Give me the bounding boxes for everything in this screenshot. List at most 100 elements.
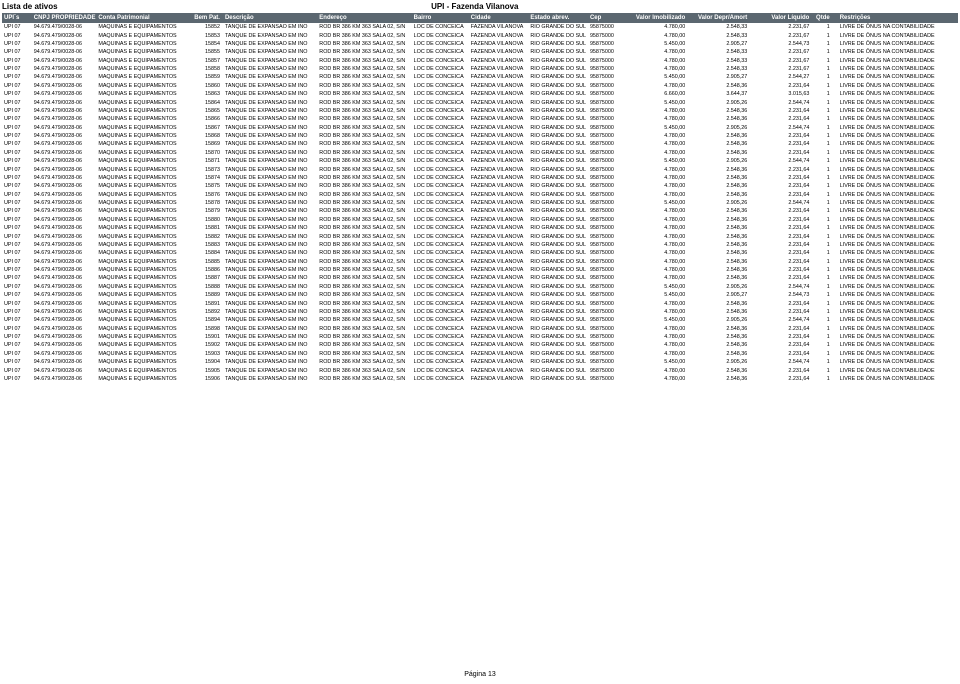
cell: 15860	[191, 82, 223, 90]
cell: LIVRE DE ÔNUS NA CONTABILIDADE	[834, 124, 958, 132]
cell: LIVRE DE ÔNUS NA CONTABILIDADE	[834, 274, 958, 282]
cell: RIO GRANDE DO SUL	[528, 266, 588, 274]
column-header: Descrição	[223, 13, 317, 23]
cell: 95875000	[588, 224, 625, 232]
cell: 95875000	[588, 358, 625, 366]
cell: 95875000	[588, 65, 625, 73]
cell: UPI 07	[2, 232, 32, 240]
cell: UPI 07	[2, 258, 32, 266]
cell: TANQUE DE EXPANSAO EM INO	[223, 358, 317, 366]
cell: MAQUINAS E EQUIPAMENTOS	[96, 325, 190, 333]
cell: 95875000	[588, 299, 625, 307]
cell: LOC DE CONCEICA	[412, 82, 469, 90]
cell: UPI 07	[2, 291, 32, 299]
cell: UPI 07	[2, 249, 32, 257]
cell: FAZENDA VILANOVA	[469, 266, 529, 274]
cell: 95875000	[588, 232, 625, 240]
cell: ROD BR 386 KM 363 SALA 02, S/N	[317, 199, 411, 207]
cell: ROD BR 386 KM 363 SALA 02, S/N	[317, 98, 411, 106]
cell: 15878	[191, 199, 223, 207]
cell: 94.679.479/0028-06	[32, 216, 97, 224]
cell: UPI 07	[2, 90, 32, 98]
cell: 2.231,64	[749, 266, 811, 274]
table-row: UPI 0794.679.479/0028-06MAQUINAS E EQUIP…	[2, 274, 958, 282]
cell: UPI 07	[2, 107, 32, 115]
cell: 15865	[191, 107, 223, 115]
cell: FAZENDA VILANOVA	[469, 232, 529, 240]
cell: TANQUE DE EXPANSAO EM INO	[223, 316, 317, 324]
cell: 94.679.479/0028-06	[32, 283, 97, 291]
cell: 2.231,64	[749, 341, 811, 349]
cell: RIO GRANDE DO SUL	[528, 216, 588, 224]
cell: 94.679.479/0028-06	[32, 73, 97, 81]
cell: 15875	[191, 182, 223, 190]
table-row: UPI 0794.679.479/0028-06MAQUINAS E EQUIP…	[2, 191, 958, 199]
cell: RIO GRANDE DO SUL	[528, 199, 588, 207]
cell: 1	[811, 316, 833, 324]
cell: 4.780,00	[625, 258, 687, 266]
cell: 2.231,64	[749, 325, 811, 333]
cell: 4.780,00	[625, 249, 687, 257]
cell: 4.780,00	[625, 174, 687, 182]
cell: LIVRE DE ÔNUS NA CONTABILIDADE	[834, 316, 958, 324]
cell: 15864	[191, 98, 223, 106]
cell: UPI 07	[2, 316, 32, 324]
cell: LOC DE CONCEICA	[412, 308, 469, 316]
cell: 95875000	[588, 124, 625, 132]
cell: 94.679.479/0028-06	[32, 291, 97, 299]
cell: LOC DE CONCEICA	[412, 107, 469, 115]
table-row: UPI 0794.679.479/0028-06MAQUINAS E EQUIP…	[2, 132, 958, 140]
table-row: UPI 0794.679.479/0028-06MAQUINAS E EQUIP…	[2, 241, 958, 249]
column-header: Bem Pat.	[191, 13, 223, 23]
cell: 15880	[191, 216, 223, 224]
cell: MAQUINAS E EQUIPAMENTOS	[96, 299, 190, 307]
cell: RIO GRANDE DO SUL	[528, 350, 588, 358]
cell: 2.231,67	[749, 31, 811, 39]
cell: ROD BR 386 KM 363 SALA 02, S/N	[317, 23, 411, 31]
cell: MAQUINAS E EQUIPAMENTOS	[96, 266, 190, 274]
cell: 95875000	[588, 249, 625, 257]
table-head: UPI´sCNPJ PROPRIEDADEConta PatrimonialBe…	[2, 13, 958, 23]
cell: 2.905,26	[687, 283, 749, 291]
cell: LOC DE CONCEICA	[412, 274, 469, 282]
cell: MAQUINAS E EQUIPAMENTOS	[96, 107, 190, 115]
cell: RIO GRANDE DO SUL	[528, 48, 588, 56]
cell: ROD BR 386 KM 363 SALA 02, S/N	[317, 266, 411, 274]
cell: ROD BR 386 KM 363 SALA 02, S/N	[317, 299, 411, 307]
cell: TANQUE DE EXPANSAO EM INO	[223, 82, 317, 90]
cell: TANQUE DE EXPANSAO EM INO	[223, 274, 317, 282]
cell: 2.548,36	[687, 274, 749, 282]
cell: FAZENDA VILANOVA	[469, 216, 529, 224]
cell: 2.231,67	[749, 23, 811, 31]
cell: 2.905,27	[687, 291, 749, 299]
cell: 1	[811, 157, 833, 165]
cell: 4.780,00	[625, 299, 687, 307]
cell: 2.231,64	[749, 140, 811, 148]
cell: RIO GRANDE DO SUL	[528, 174, 588, 182]
cell: 2.231,64	[749, 182, 811, 190]
table-row: UPI 0794.679.479/0028-06MAQUINAS E EQUIP…	[2, 325, 958, 333]
cell: LIVRE DE ÔNUS NA CONTABILIDADE	[834, 107, 958, 115]
cell: 1	[811, 325, 833, 333]
cell: 4.780,00	[625, 149, 687, 157]
cell: 15866	[191, 115, 223, 123]
cell: RIO GRANDE DO SUL	[528, 241, 588, 249]
cell: 2.231,64	[749, 165, 811, 173]
cell: 94.679.479/0028-06	[32, 140, 97, 148]
cell: TANQUE DE EXPANSAO EM INO	[223, 350, 317, 358]
cell: 4.780,00	[625, 57, 687, 65]
cell: 2.231,64	[749, 149, 811, 157]
table-row: UPI 0794.679.479/0028-06MAQUINAS E EQUIP…	[2, 115, 958, 123]
cell: 15853	[191, 31, 223, 39]
cell: MAQUINAS E EQUIPAMENTOS	[96, 48, 190, 56]
cell: 2.548,36	[687, 132, 749, 140]
table-row: UPI 0794.679.479/0028-06MAQUINAS E EQUIP…	[2, 140, 958, 148]
table-row: UPI 0794.679.479/0028-06MAQUINAS E EQUIP…	[2, 165, 958, 173]
cell: TANQUE DE EXPANSAO EM INO	[223, 132, 317, 140]
table-body: UPI 0794.679.479/0028-06MAQUINAS E EQUIP…	[2, 23, 958, 383]
cell: TANQUE DE EXPANSAO EM INO	[223, 375, 317, 383]
cell: 2.548,36	[687, 366, 749, 374]
cell: 94.679.479/0028-06	[32, 149, 97, 157]
cell: LOC DE CONCEICA	[412, 57, 469, 65]
cell: MAQUINAS E EQUIPAMENTOS	[96, 40, 190, 48]
